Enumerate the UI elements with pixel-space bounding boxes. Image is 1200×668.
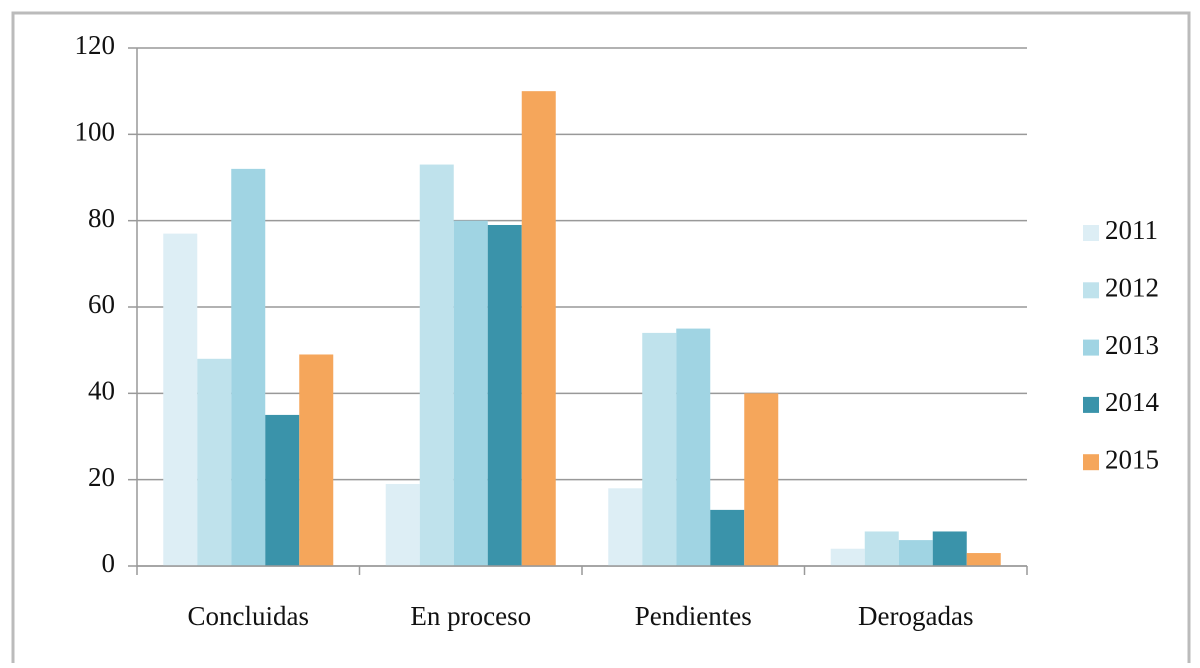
legend-swatch	[1083, 282, 1099, 299]
bar	[299, 354, 334, 566]
bar	[830, 548, 865, 566]
bar	[265, 414, 300, 566]
y-tick-label: 60	[88, 289, 115, 319]
bar	[521, 91, 556, 567]
bar	[453, 220, 488, 566]
bar	[966, 553, 1001, 566]
bar	[710, 509, 745, 566]
bar	[864, 531, 899, 566]
x-tick-label: Pendientes	[635, 601, 752, 631]
legend-label: 2015	[1105, 444, 1159, 474]
legend-label: 2011	[1105, 215, 1158, 245]
legend-label: 2012	[1105, 273, 1159, 303]
bar	[932, 531, 967, 566]
x-tick-label: Concluidas	[188, 601, 310, 631]
legend-label: 2014	[1105, 387, 1160, 417]
bar	[163, 233, 198, 566]
bar	[898, 540, 933, 566]
y-tick-label: 80	[88, 203, 115, 233]
bar	[487, 224, 522, 566]
legend-swatch	[1083, 454, 1099, 471]
legend-swatch	[1083, 396, 1099, 413]
bar	[197, 358, 232, 566]
bar	[231, 168, 266, 566]
y-tick-label: 0	[102, 548, 116, 578]
x-tick-label: Derogadas	[858, 601, 973, 631]
bar	[419, 164, 454, 567]
y-tick-label: 120	[75, 30, 116, 60]
legend-label: 2013	[1105, 330, 1159, 360]
x-tick-label: En proceso	[410, 601, 531, 631]
legend-swatch	[1083, 225, 1099, 241]
bar	[642, 332, 677, 566]
y-tick-label: 100	[75, 117, 116, 147]
bar	[608, 488, 643, 566]
legend-swatch	[1083, 339, 1099, 356]
bar	[744, 393, 779, 566]
y-tick-label: 20	[88, 462, 115, 492]
bar	[676, 328, 711, 566]
y-tick-label: 40	[88, 376, 115, 406]
bar	[385, 483, 420, 566]
